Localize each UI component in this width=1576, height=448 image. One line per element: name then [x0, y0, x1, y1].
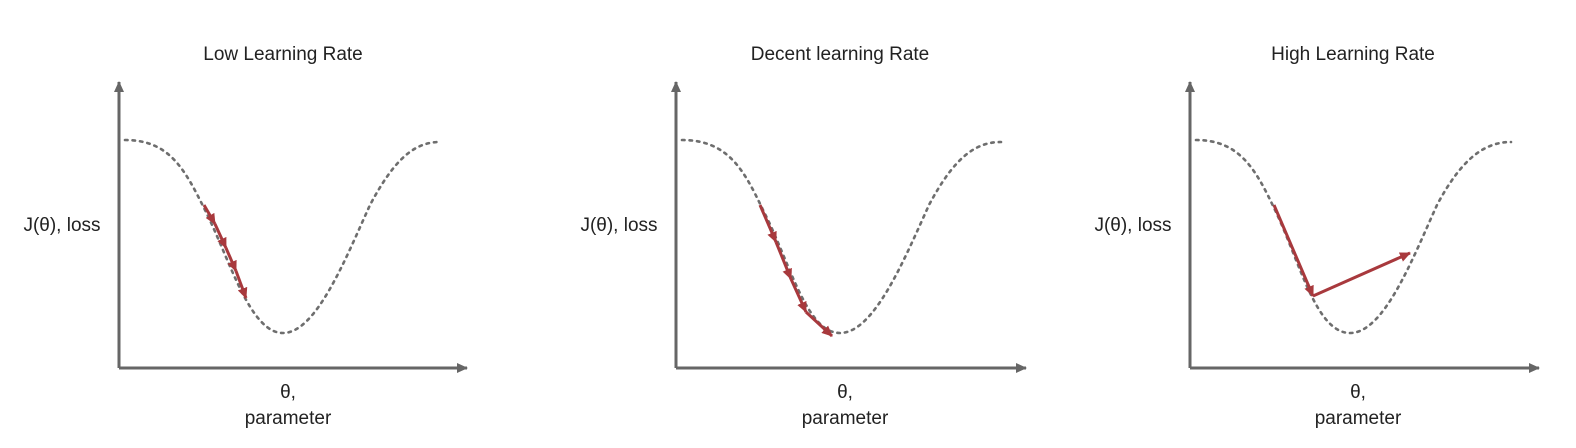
gradient-step-arrow	[1272, 204, 1315, 297]
gradient-step-arrow	[213, 223, 228, 249]
x-axis-label: θ,	[1350, 382, 1366, 403]
loss-curve	[123, 138, 442, 335]
x-axis-label: θ,	[837, 382, 853, 403]
gradient-step-arrow	[774, 241, 793, 280]
y-axis-label: J(θ), loss	[1094, 215, 1171, 236]
panel-high-learning-rate: High Learning Rate J(θ), loss θ, paramet…	[1094, 44, 1540, 429]
loss-curve	[1194, 138, 1513, 335]
x-axis-label-parameter: parameter	[245, 408, 332, 429]
gradient-step-arrow	[789, 278, 808, 313]
gradient-step-arrow	[758, 204, 778, 243]
gradient-step-arrow	[804, 310, 834, 338]
gradient-step-arrow	[1312, 251, 1411, 298]
panel-title: Decent learning Rate	[751, 44, 930, 65]
loss-curve	[680, 138, 1003, 335]
x-axis-label: θ,	[280, 382, 296, 403]
x-axis-label-parameter: parameter	[1315, 408, 1402, 429]
gradient-step-arrow	[224, 247, 238, 272]
y-axis-label: J(θ), loss	[23, 215, 100, 236]
panel-title: Low Learning Rate	[203, 44, 363, 65]
gradient-step-arrow	[234, 270, 248, 299]
panel-title: High Learning Rate	[1271, 44, 1435, 65]
panel-low-learning-rate: Low Learning Rate J(θ), loss θ, paramete…	[23, 44, 468, 429]
y-axis-label: J(θ), loss	[580, 215, 657, 236]
x-axis-label-parameter: parameter	[802, 408, 889, 429]
gradient-step-arrow	[202, 204, 217, 225]
panel-decent-learning-rate: Decent learning Rate J(θ), loss θ, param…	[580, 44, 1027, 429]
